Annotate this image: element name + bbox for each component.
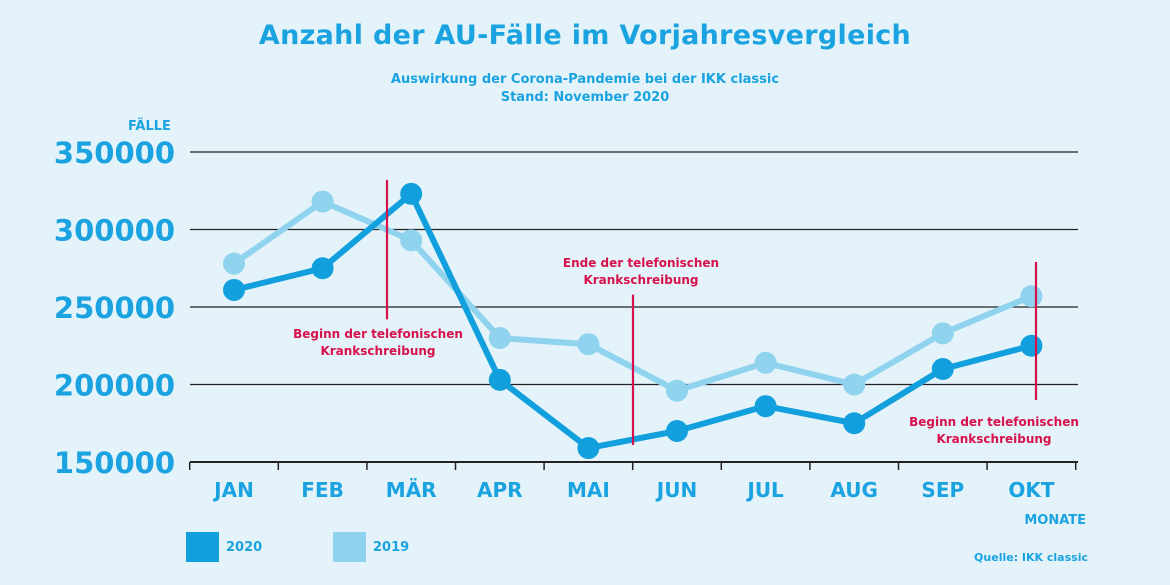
data-point-2020 xyxy=(843,412,866,435)
data-point-2020 xyxy=(488,368,511,391)
x-tick-label: MAI xyxy=(567,478,610,502)
legend-label-2019: 2019 xyxy=(373,540,410,555)
y-tick-label: 350000 xyxy=(54,136,175,170)
chart-subtitle: Auswirkung der Corona-Pandemie bei der I… xyxy=(390,72,780,87)
y-tick-label: 200000 xyxy=(54,369,175,403)
x-axis-title: MONATE xyxy=(1024,513,1086,528)
data-point-2019 xyxy=(754,351,777,374)
annotation-label: Krankschreibung xyxy=(936,432,1051,446)
x-tick-label: JAN xyxy=(212,478,254,502)
annotation-label: Beginn der telefonischen xyxy=(909,415,1079,429)
x-tick-label: FEB xyxy=(301,478,344,502)
annotation-label: Beginn der telefonischen xyxy=(293,327,463,341)
data-point-2020 xyxy=(400,182,423,205)
x-tick-label: MÄR xyxy=(386,478,437,502)
chart-date: Stand: November 2020 xyxy=(500,90,670,105)
data-point-2019 xyxy=(1020,285,1043,308)
annotation-label: Krankschreibung xyxy=(583,273,698,287)
data-point-2020 xyxy=(311,257,334,280)
y-tick-label: 250000 xyxy=(54,291,175,325)
data-point-2020 xyxy=(577,437,600,460)
legend-label-2020: 2020 xyxy=(226,540,263,555)
source-note: Quelle: IKK classic xyxy=(974,551,1088,564)
data-point-2019 xyxy=(931,322,954,345)
x-tick-label: JUN xyxy=(655,478,697,502)
x-tick-label: APR xyxy=(477,478,523,502)
y-tick-label: 150000 xyxy=(54,446,175,480)
x-tick-label: JUL xyxy=(745,478,784,502)
data-point-2020 xyxy=(754,395,777,418)
data-point-2020 xyxy=(1020,334,1043,357)
data-point-2019 xyxy=(666,379,688,402)
data-point-2019 xyxy=(311,190,334,213)
annotation-label: Krankschreibung xyxy=(320,344,435,358)
data-point-2019 xyxy=(400,229,423,252)
annotation-label: Ende der telefonischen xyxy=(563,256,719,270)
x-tick-label: OKT xyxy=(1008,478,1055,502)
data-point-2019 xyxy=(577,333,600,356)
legend-swatch-2019 xyxy=(333,532,366,562)
data-point-2019 xyxy=(488,327,511,349)
chart-title: Anzahl der AU-Fälle im Vorjahresvergleic… xyxy=(258,20,912,51)
data-point-2019 xyxy=(223,252,245,275)
x-tick-label: SEP xyxy=(921,478,964,502)
x-tick-label: AUG xyxy=(830,478,878,502)
data-point-2020 xyxy=(931,358,954,380)
data-point-2020 xyxy=(223,278,245,301)
y-tick-label: 300000 xyxy=(54,214,175,248)
data-point-2019 xyxy=(843,373,866,396)
y-axis-title: FÄLLE xyxy=(128,118,171,134)
data-point-2020 xyxy=(666,420,688,442)
legend-swatch-2020 xyxy=(186,532,219,562)
